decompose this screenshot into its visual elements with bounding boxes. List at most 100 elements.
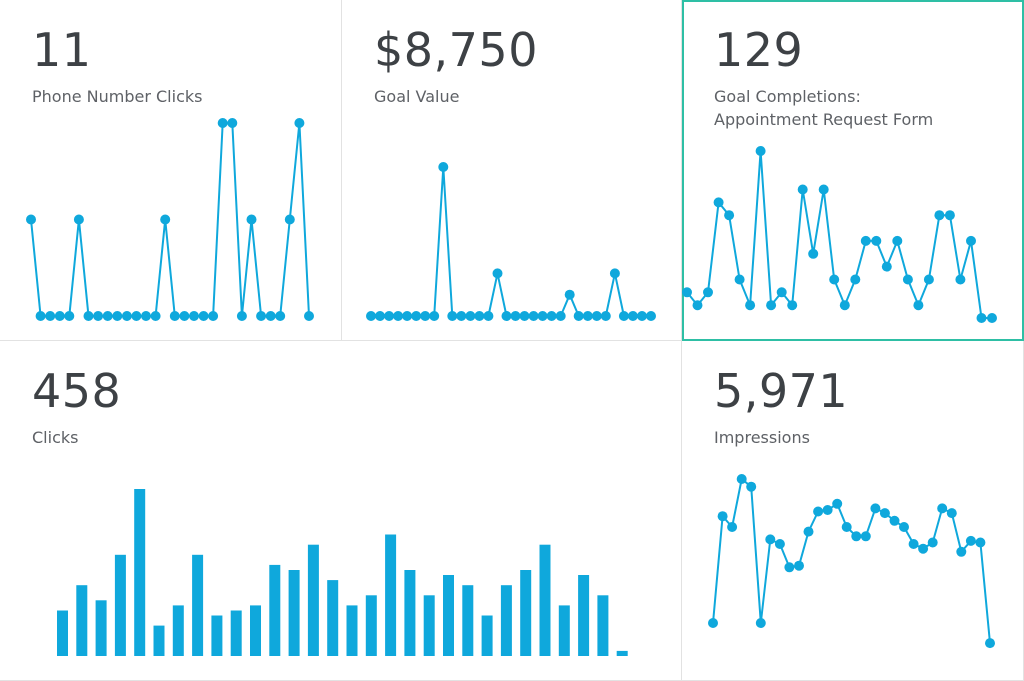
data-point	[794, 560, 804, 571]
series-line	[712, 478, 991, 644]
data-point	[965, 535, 976, 546]
data-point	[546, 311, 557, 321]
data-point	[774, 539, 785, 549]
data-point	[618, 311, 629, 321]
data-point	[784, 562, 795, 573]
data-point	[265, 311, 276, 321]
bar	[539, 544, 551, 656]
data-point	[402, 311, 413, 321]
bar	[578, 575, 590, 656]
bar	[250, 605, 261, 656]
data-point	[682, 287, 692, 298]
tile-impressions[interactable]: 5,971 Impressions	[682, 341, 1024, 681]
data-point	[637, 311, 647, 321]
metric-value: 129	[714, 23, 804, 77]
data-point	[35, 311, 46, 321]
bar	[520, 570, 532, 656]
data-point	[275, 311, 286, 321]
data-point	[198, 311, 209, 321]
bar	[288, 570, 300, 656]
data-point	[411, 311, 422, 321]
metric-label: Clicks	[32, 428, 79, 447]
data-point	[384, 311, 395, 321]
sparkline-chart	[26, 118, 314, 321]
data-point	[537, 311, 548, 321]
data-point	[765, 534, 776, 545]
bar	[385, 534, 397, 656]
data-point	[975, 537, 986, 548]
bar	[365, 595, 377, 656]
data-point	[112, 311, 123, 321]
data-point	[304, 311, 314, 321]
data-point	[582, 311, 593, 321]
metric-value: 5,971	[714, 364, 849, 418]
tile-goal-value[interactable]: $8,750 Goal Value	[342, 0, 682, 341]
data-point	[946, 508, 957, 519]
bar	[269, 564, 281, 656]
data-point	[366, 311, 376, 321]
data-point	[850, 274, 861, 285]
tile-phone-number-clicks[interactable]: 11 Phone Number Clicks	[0, 0, 342, 341]
data-point	[510, 311, 521, 321]
data-point	[208, 311, 219, 321]
data-point	[908, 539, 919, 549]
data-point	[121, 311, 132, 321]
bar	[481, 615, 493, 656]
data-point	[483, 311, 494, 321]
data-point	[474, 311, 485, 321]
data-point	[393, 311, 404, 321]
data-point	[256, 311, 267, 321]
data-point	[985, 638, 995, 649]
tile-goal-completions[interactable]: 129 Goal Completions: Appointment Reques…	[682, 0, 1024, 341]
data-point	[501, 311, 512, 321]
data-point	[160, 214, 171, 225]
tile-clicks[interactable]: 458 Clicks	[0, 341, 682, 681]
metric-value: 458	[32, 364, 122, 418]
data-point	[54, 311, 65, 321]
data-point	[787, 300, 798, 311]
sparkline-chart	[708, 474, 995, 649]
data-point	[841, 522, 852, 532]
data-point	[746, 481, 757, 492]
data-point	[447, 311, 458, 321]
data-point	[492, 268, 503, 279]
data-point	[64, 311, 75, 321]
bar	[114, 554, 126, 656]
data-point	[717, 511, 728, 522]
data-point	[871, 235, 882, 246]
data-point	[755, 146, 766, 156]
metric-label: Phone Number Clicks	[32, 87, 203, 106]
data-point	[966, 235, 976, 246]
data-point	[646, 311, 656, 321]
data-point	[736, 474, 747, 484]
data-point	[73, 214, 84, 225]
data-point	[839, 300, 850, 311]
series-line	[686, 150, 992, 319]
data-point	[803, 526, 814, 537]
sparkline-chart	[366, 162, 656, 321]
data-point	[870, 503, 881, 514]
bar	[346, 605, 358, 656]
data-point	[892, 235, 903, 246]
bar-chart	[57, 489, 628, 656]
data-point	[45, 311, 56, 321]
data-point	[724, 210, 735, 221]
data-point	[465, 311, 476, 321]
data-point	[822, 505, 833, 515]
data-point	[713, 197, 724, 208]
data-point	[918, 543, 929, 554]
bar	[307, 544, 319, 656]
data-point	[438, 162, 449, 172]
metric-label: Impressions	[714, 428, 810, 447]
metric-value: $8,750	[374, 23, 538, 77]
data-point	[26, 214, 36, 225]
data-point	[797, 184, 808, 195]
data-point	[555, 311, 566, 321]
data-point	[703, 287, 713, 298]
data-point	[573, 311, 584, 321]
data-point	[141, 311, 151, 321]
data-point	[83, 311, 94, 321]
bar	[500, 585, 512, 656]
data-point	[851, 531, 862, 542]
